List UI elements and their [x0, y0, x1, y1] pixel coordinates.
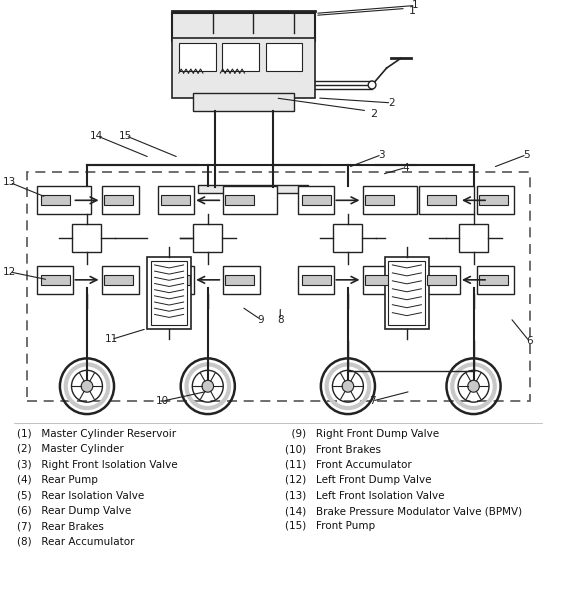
Bar: [222, 44, 259, 71]
Bar: [388, 261, 425, 325]
Bar: [266, 44, 302, 71]
Bar: [103, 266, 139, 294]
Bar: [479, 275, 509, 285]
Bar: [385, 257, 429, 328]
Bar: [198, 185, 308, 193]
Bar: [419, 187, 473, 214]
Circle shape: [202, 380, 214, 392]
Text: (10)   Front Brakes: (10) Front Brakes: [285, 445, 381, 454]
Bar: [363, 266, 400, 294]
Bar: [179, 44, 215, 71]
Text: 5: 5: [524, 150, 530, 160]
Text: (6)   Rear Dump Valve: (6) Rear Dump Valve: [17, 506, 132, 516]
Bar: [194, 224, 222, 252]
Bar: [479, 195, 509, 205]
Bar: [157, 187, 194, 214]
Text: (9)   Right Front Dump Valve: (9) Right Front Dump Valve: [285, 429, 439, 439]
Bar: [301, 275, 331, 285]
Text: (13)   Left Front Isolation Valve: (13) Left Front Isolation Valve: [285, 491, 445, 501]
Bar: [301, 195, 331, 205]
Bar: [37, 187, 91, 214]
Text: 2: 2: [388, 98, 395, 108]
Text: 6: 6: [526, 337, 533, 346]
Text: (1)   Master Cylinder Reservoir: (1) Master Cylinder Reservoir: [17, 429, 176, 439]
Bar: [298, 266, 335, 294]
Text: (5)   Rear Isolation Valve: (5) Rear Isolation Valve: [17, 491, 145, 501]
Bar: [104, 195, 134, 205]
Bar: [161, 275, 191, 285]
Circle shape: [342, 380, 354, 392]
Text: 3: 3: [378, 150, 385, 160]
Bar: [334, 224, 362, 252]
Bar: [40, 195, 70, 205]
Bar: [365, 275, 395, 285]
Text: 10: 10: [156, 396, 169, 406]
Bar: [161, 195, 191, 205]
Text: 13: 13: [3, 178, 16, 187]
Text: 15: 15: [119, 131, 132, 141]
Bar: [172, 13, 315, 41]
Bar: [427, 195, 456, 205]
Text: 7: 7: [369, 396, 376, 406]
Text: 9: 9: [257, 315, 264, 325]
Text: (15)   Front Pump: (15) Front Pump: [285, 522, 375, 532]
Text: (12)   Left Front Dump Valve: (12) Left Front Dump Valve: [285, 475, 431, 485]
Bar: [104, 275, 134, 285]
Text: (7)   Rear Brakes: (7) Rear Brakes: [17, 522, 104, 532]
Bar: [151, 261, 187, 325]
Circle shape: [368, 81, 376, 89]
Bar: [40, 275, 70, 285]
Circle shape: [468, 380, 479, 392]
Bar: [298, 187, 335, 214]
Text: 11: 11: [104, 334, 118, 344]
Text: 1: 1: [412, 1, 419, 11]
Bar: [147, 257, 191, 328]
Text: 12: 12: [3, 267, 16, 277]
Text: 14: 14: [90, 131, 103, 141]
Bar: [27, 172, 529, 401]
Bar: [103, 187, 139, 214]
Bar: [194, 93, 294, 111]
Bar: [423, 266, 460, 294]
Text: 8: 8: [277, 315, 283, 325]
Bar: [223, 187, 278, 214]
Bar: [427, 275, 456, 285]
Bar: [157, 266, 194, 294]
Bar: [363, 187, 418, 214]
Text: 1: 1: [409, 7, 416, 17]
Text: (4)   Rear Pump: (4) Rear Pump: [17, 475, 98, 485]
Bar: [365, 195, 395, 205]
Text: (14)   Brake Pressure Modulator Valve (BPMV): (14) Brake Pressure Modulator Valve (BPM…: [285, 506, 522, 516]
Bar: [172, 38, 315, 98]
Bar: [223, 266, 260, 294]
Text: (2)   Master Cylinder: (2) Master Cylinder: [17, 445, 124, 454]
Text: 2: 2: [370, 109, 377, 119]
Bar: [37, 266, 74, 294]
Bar: [225, 275, 254, 285]
Text: (3)   Right Front Isolation Valve: (3) Right Front Isolation Valve: [17, 460, 178, 470]
Bar: [459, 224, 488, 252]
Text: (11)   Front Accumulator: (11) Front Accumulator: [285, 460, 412, 470]
Text: 4: 4: [403, 163, 409, 172]
Bar: [478, 266, 514, 294]
Bar: [478, 187, 514, 214]
Bar: [225, 195, 254, 205]
Circle shape: [81, 380, 93, 392]
Bar: [73, 224, 101, 252]
Text: (8)   Rear Accumulator: (8) Rear Accumulator: [17, 537, 135, 547]
